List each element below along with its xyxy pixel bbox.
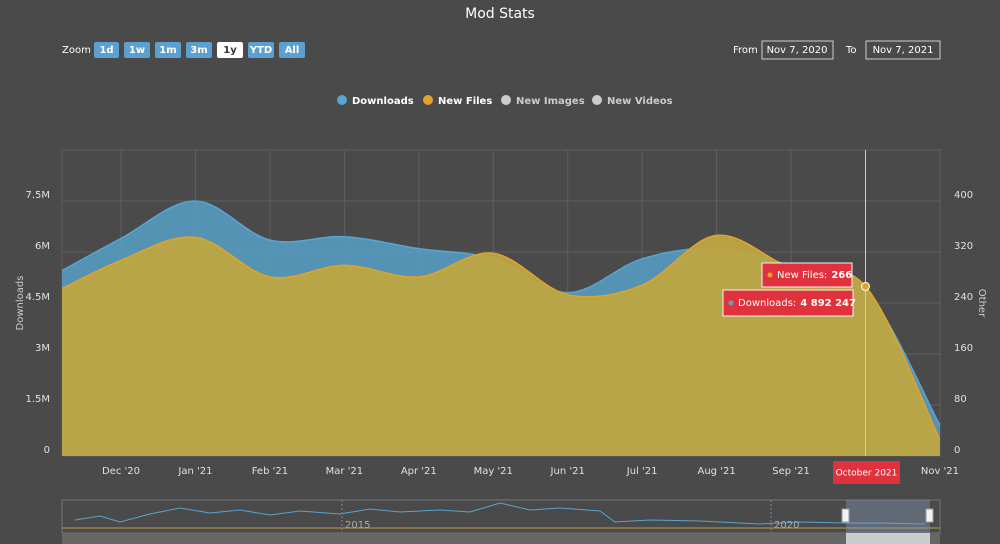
tooltip-value: 266 [831,270,852,281]
legend-label[interactable]: New Files [438,96,492,107]
x-tick-label: Jan '21 [177,466,212,477]
x-tick-label: Aug '21 [698,466,736,477]
legend-label[interactable]: New Videos [607,96,673,107]
y-tick-label: 3M [35,343,50,354]
legend-label[interactable]: Downloads [352,96,414,107]
tooltip-label: New Files: [777,270,827,281]
scrollbar[interactable] [62,533,940,544]
zoom-button[interactable] [94,42,119,58]
navigator-handle[interactable] [841,508,850,523]
scrollbar-thumb[interactable] [846,533,930,544]
zoom-button[interactable] [279,42,305,58]
crosshair-label: October 2021 [836,469,898,479]
legend-marker[interactable] [423,95,433,105]
zoom-button[interactable] [217,42,243,58]
zoom-button-label[interactable]: 1w [129,45,145,56]
from-value[interactable]: Nov 7, 2020 [767,45,828,56]
tooltip-label: Downloads: [738,298,796,309]
zoom-button-label[interactable]: 1y [223,45,237,56]
legend-marker[interactable] [501,95,511,105]
zoom-label: Zoom [62,45,91,56]
y-tick-label: 0 [44,445,50,456]
navigator-label: 2020 [774,520,799,531]
navigator-selection[interactable] [846,500,930,533]
series-area [62,235,940,456]
y2-tick-label: 160 [954,343,973,354]
y2-tick-label: 400 [954,190,973,201]
crosshair-label-box [833,461,900,484]
navigator-label: 2015 [345,520,370,531]
hover-marker [861,281,870,291]
y-tick-label: 7.5M [25,190,50,201]
y-tick-label: 4.5M [25,292,50,303]
tooltip-box [761,262,853,288]
x-tick-label: Dec '20 [102,466,140,477]
zoom-button[interactable] [124,42,150,58]
tooltip-box [722,289,854,317]
zoom-button-label[interactable]: 1m [159,45,176,56]
from-input[interactable] [761,40,834,60]
navigator-handle[interactable] [925,508,934,523]
tooltip-marker [767,272,773,278]
y-tick-label: 1.5M [25,394,50,405]
y-axis-title: Downloads [15,276,26,331]
zoom-button[interactable] [155,42,181,58]
tooltip-marker [728,300,734,306]
y2-axis-title: Other [976,289,987,318]
zoom-button[interactable] [248,42,274,58]
zoom-button-label[interactable]: All [285,45,300,56]
x-tick-label: Jul '21 [626,466,658,477]
tooltip-value: 4 892 247 [800,298,856,309]
x-tick-label: Feb '21 [252,466,288,477]
x-tick-label: Mar '21 [326,466,364,477]
navigator-series [74,502,926,525]
zoom-button[interactable] [186,42,212,58]
y2-tick-label: 80 [954,394,967,405]
legend-label[interactable]: New Images [516,96,585,107]
to-input[interactable] [865,40,941,60]
y2-tick-label: 0 [954,445,960,456]
legend-marker[interactable] [592,95,602,105]
x-tick-label: May '21 [474,466,513,477]
tooltip-text: New Files: 266 [777,270,852,281]
x-tick-label: Sep '21 [772,466,810,477]
y-tick-label: 6M [35,241,50,252]
to-value[interactable]: Nov 7, 2021 [873,45,934,56]
zoom-button-label[interactable]: 1d [99,45,113,56]
y2-tick-label: 320 [954,241,973,252]
to-label: To [845,45,857,56]
x-tick-label: Nov '21 [921,466,959,477]
x-tick-label: Apr '21 [401,466,437,477]
series-group [62,200,940,456]
legend-marker[interactable] [337,95,347,105]
zoom-button-label[interactable]: 3m [190,45,207,56]
tooltip-text: Downloads: 4 892 247 [738,298,856,309]
from-label: From [733,45,758,56]
y2-tick-label: 240 [954,292,973,303]
x-tick-label: Jun '21 [550,466,585,477]
chart-title: Mod Stats [465,6,535,22]
zoom-button-label[interactable]: YTD [249,45,272,56]
